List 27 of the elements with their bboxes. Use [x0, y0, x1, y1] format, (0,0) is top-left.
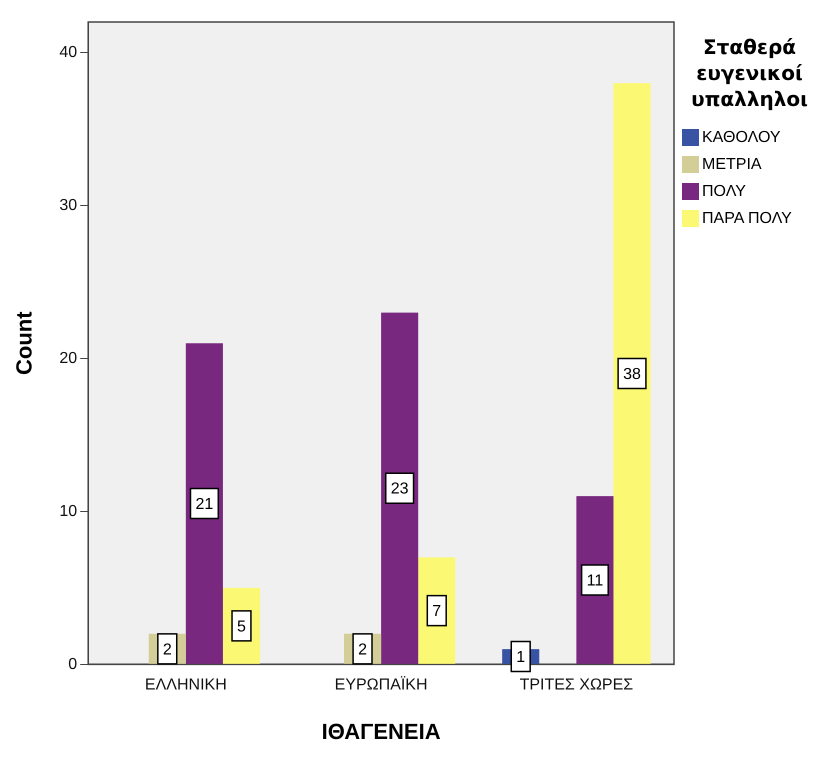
bar [186, 343, 223, 664]
data-label: 11 [586, 572, 604, 590]
bar [381, 312, 418, 664]
y-tick-label: 10 [59, 502, 78, 520]
x-tick-label: ΕΛΛΗΝΙΚΗ [144, 676, 227, 694]
data-label: 23 [390, 480, 409, 498]
data-label: 7 [432, 603, 442, 620]
data-label: 5 [237, 618, 246, 636]
y-tick-label: 30 [59, 196, 78, 214]
y-tick-label: 20 [59, 350, 78, 367]
x-axis-title: ΙΘΑΓΕΝΕΙΑ [322, 718, 441, 744]
legend-label: ΜΕΤΡΙΑ [702, 156, 762, 174]
data-label: 1 [516, 648, 526, 666]
legend-label: ΠΟΛΥ [702, 182, 746, 200]
bar [613, 83, 651, 664]
data-label: 38 [623, 366, 642, 383]
data-label: 2 [162, 641, 172, 658]
data-label: 2 [358, 641, 368, 658]
legend-label: ΠΑΡΑ ΠΟΛΥ [702, 210, 792, 228]
x-tick-label: ΕΥΡΩΠΑΪΚΗ [334, 675, 428, 694]
legend-title: Σταθερά ευγενικοί υπαλληλοι [690, 34, 809, 112]
y-axis-title: Count [11, 310, 36, 375]
legend-label: ΚΑΘΟΛΟΥ [702, 128, 781, 146]
data-label: 21 [195, 496, 214, 513]
y-tick-label: 40 [59, 44, 78, 61]
y-tick-label: 0 [68, 656, 78, 673]
x-tick-label: ΤΡΙΤΕΣ ΧΩΡΕΣ [520, 676, 634, 694]
